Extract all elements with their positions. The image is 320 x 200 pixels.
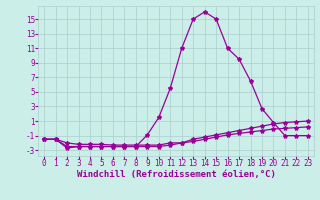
X-axis label: Windchill (Refroidissement éolien,°C): Windchill (Refroidissement éolien,°C) (76, 170, 276, 179)
